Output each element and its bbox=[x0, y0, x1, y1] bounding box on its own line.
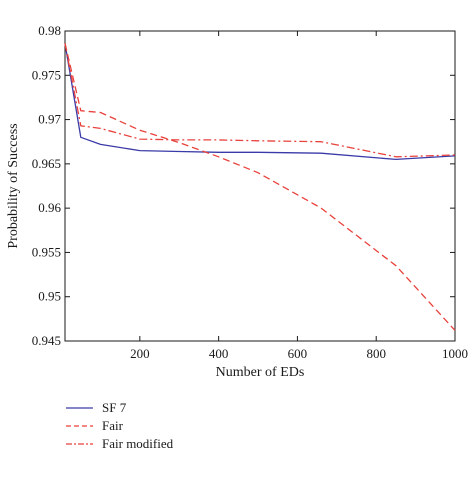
y-tick-label: 0.97 bbox=[38, 112, 61, 127]
legend-label-fair: Fair bbox=[102, 418, 124, 433]
x-tick-label: 600 bbox=[288, 346, 308, 361]
series-line-fair bbox=[64, 43, 456, 331]
y-tick-label: 0.95 bbox=[38, 289, 61, 304]
y-axis-ticks: 0.945 0.95 0.955 0.96 0.965 0.97 0.975 0.98 bbox=[32, 23, 455, 348]
y-tick-label: 0.955 bbox=[32, 244, 61, 259]
x-tick-label: 400 bbox=[209, 346, 229, 361]
x-tick-label: 1000 bbox=[442, 346, 468, 361]
y-axis-label: Probability of Success bbox=[6, 123, 21, 248]
plot-area bbox=[64, 30, 456, 342]
y-tick-label: 0.975 bbox=[32, 67, 61, 82]
y-tick-label: 0.945 bbox=[32, 333, 61, 348]
x-axis-ticks: 200 400 600 800 1000 bbox=[130, 31, 468, 361]
x-tick-label: 200 bbox=[130, 346, 150, 361]
series-layer bbox=[64, 43, 456, 331]
legend: SF 7 Fair Fair modified bbox=[66, 400, 174, 451]
legend-label-sf-7: SF 7 bbox=[102, 400, 127, 415]
y-tick-label: 0.965 bbox=[32, 156, 61, 171]
y-tick-label: 0.96 bbox=[38, 200, 61, 215]
x-tick-label: 800 bbox=[366, 346, 386, 361]
legend-label-fair-modified: Fair modified bbox=[102, 436, 174, 451]
y-tick-label: 0.98 bbox=[38, 23, 61, 38]
series-line-sf-7 bbox=[64, 43, 456, 161]
series-line-fair-modified bbox=[64, 43, 456, 158]
x-axis-label: Number of EDs bbox=[216, 365, 305, 380]
